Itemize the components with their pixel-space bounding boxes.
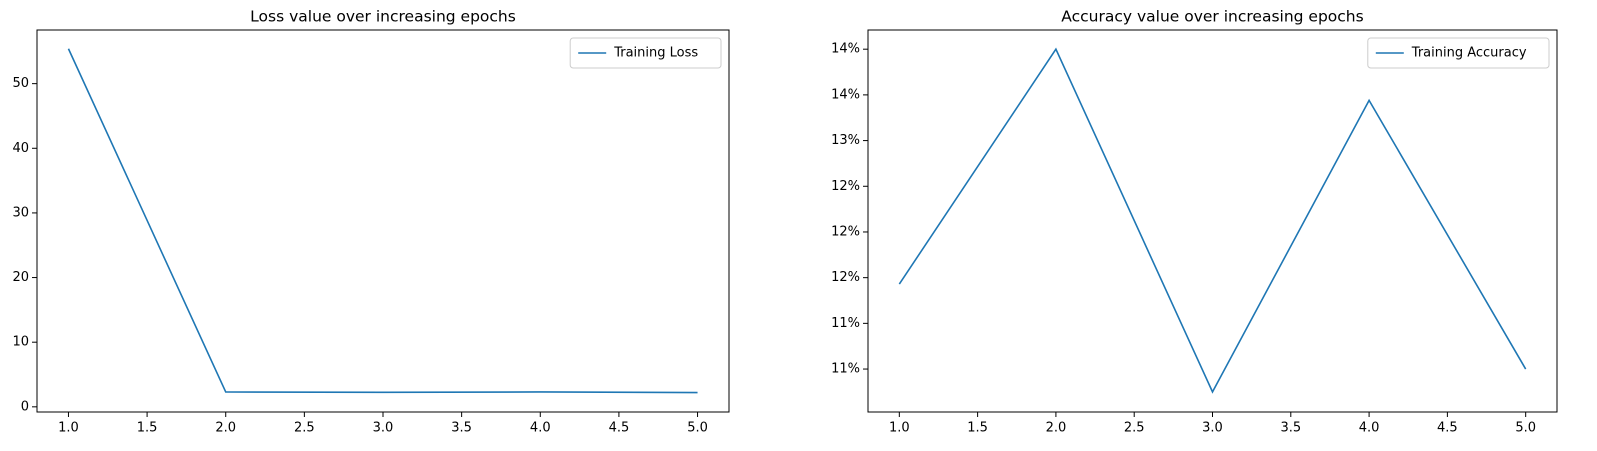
x-tick-label: 5.0: [1515, 421, 1536, 436]
y-tick-label: 12%: [831, 179, 860, 194]
y-tick-label: 14%: [831, 87, 860, 102]
legend-label: Training Accuracy: [1411, 46, 1527, 61]
x-tick-label: 1.0: [889, 421, 910, 436]
x-tick-label: 5.0: [687, 421, 708, 436]
legend-box: [569, 37, 722, 69]
x-tick-label: 4.5: [609, 421, 630, 436]
axes-frame: [36, 29, 730, 413]
x-tick-label: 3.0: [373, 421, 394, 436]
line: [67, 48, 698, 394]
x-tick-label: 1.5: [967, 421, 988, 436]
y-tick-label: 20: [12, 270, 29, 285]
legend: Training Loss: [569, 37, 722, 69]
x-tick-label: 2.5: [1124, 421, 1145, 436]
legend-label: Training Loss: [613, 46, 698, 61]
y-tick-label: 10: [12, 335, 29, 350]
x-tick-label: 1.5: [137, 421, 158, 436]
y-tick-label: 14%: [831, 42, 860, 57]
y-tick-label: 13%: [831, 133, 860, 148]
y-tick-label: 0: [21, 399, 29, 414]
line: [898, 47, 1527, 394]
legend: Training Accuracy: [1367, 37, 1550, 69]
y-tick-label: 12%: [831, 224, 860, 239]
y-tick-label: 11%: [831, 316, 860, 331]
legend-box: [1367, 37, 1550, 69]
axes-frame: [867, 29, 1558, 413]
y-tick-label: 30: [12, 205, 29, 220]
y-tick-label: 12%: [831, 270, 860, 285]
x-tick-label: 4.0: [1359, 421, 1380, 436]
x-tick-label: 4.5: [1437, 421, 1458, 436]
chart-title: Loss value over increasing epochs: [250, 8, 516, 26]
y-tick-label: 40: [12, 141, 29, 156]
x-tick-label: 3.0: [1202, 421, 1223, 436]
x-tick-label: 2.5: [294, 421, 315, 436]
y-tick-label: 11%: [831, 362, 860, 377]
x-tick-label: 3.5: [1280, 421, 1301, 436]
x-tick-label: 2.0: [1046, 421, 1067, 436]
chart-title: Accuracy value over increasing epochs: [1061, 8, 1363, 26]
x-tick-label: 3.5: [451, 421, 472, 436]
y-tick-label: 50: [12, 76, 29, 91]
x-tick-label: 1.0: [58, 421, 79, 436]
x-tick-label: 2.0: [215, 421, 236, 436]
x-tick-label: 4.0: [530, 421, 551, 436]
